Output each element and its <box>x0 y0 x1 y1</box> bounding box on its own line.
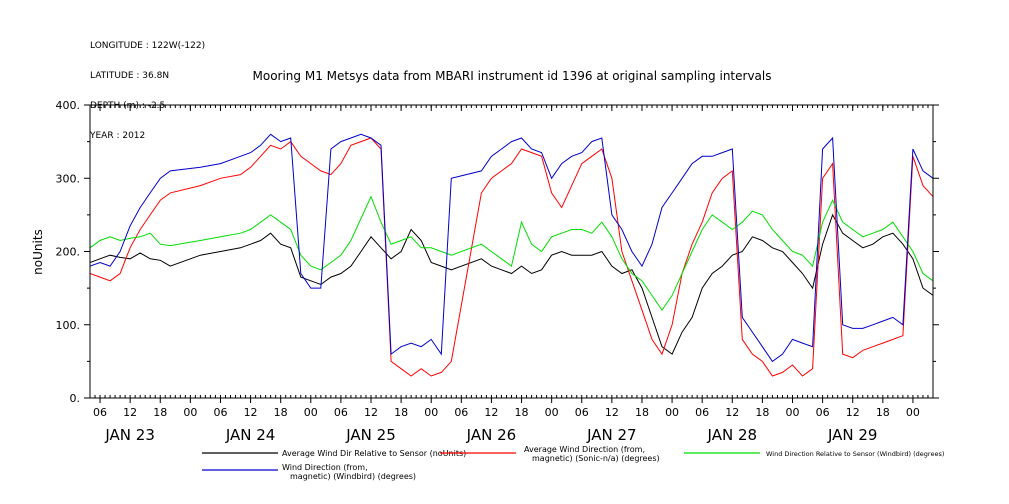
x-tick-label: 06 <box>575 406 589 419</box>
day-label: JAN 29 <box>827 426 878 444</box>
x-tick-label: 18 <box>515 406 529 419</box>
y-tick-label: 200. <box>56 246 81 259</box>
legend-label: Wind Direction Relative to Sensor (Windb… <box>766 450 944 458</box>
plot-frame <box>89 104 934 399</box>
x-tick-label: 00 <box>304 406 318 419</box>
y-tick-label: 300. <box>56 172 81 185</box>
x-tick-label: 12 <box>123 406 137 419</box>
series-line-2 <box>90 137 933 377</box>
x-tick-label: 00 <box>183 406 197 419</box>
y-axis-label: noUnits <box>31 229 45 275</box>
y-tick-label: 0. <box>70 392 81 405</box>
longitude-label: LONGITUDE : 122W(-122) <box>90 41 206 51</box>
x-tick-label: 06 <box>213 406 227 419</box>
x-tick-label: 06 <box>816 406 830 419</box>
x-tick-label: 00 <box>545 406 559 419</box>
x-tick-label: 00 <box>786 406 800 419</box>
series-line-1 <box>90 213 933 355</box>
day-label: JAN 27 <box>586 426 637 444</box>
x-tick-label: 18 <box>394 406 408 419</box>
x-tick-label: 00 <box>424 406 438 419</box>
x-tick-label: 06 <box>93 406 107 419</box>
x-tick-label: 12 <box>244 406 258 419</box>
chart-title: Mooring M1 Metsys data from MBARI instru… <box>253 69 772 83</box>
x-tick-label: 18 <box>274 406 288 419</box>
x-tick-label: 18 <box>755 406 769 419</box>
day-label: JAN 25 <box>345 426 396 444</box>
day-label: JAN 26 <box>466 426 517 444</box>
x-tick-label: 18 <box>635 406 649 419</box>
x-tick-label: 06 <box>334 406 348 419</box>
series-line-3 <box>90 195 933 311</box>
x-tick-label: 12 <box>364 406 378 419</box>
x-tick-label: 00 <box>906 406 920 419</box>
x-tick-label: 06 <box>695 406 709 419</box>
y-tick-label: 400. <box>56 99 81 112</box>
legend-label: Average Wind Dir Relative to Sensor (noU… <box>282 449 466 458</box>
x-tick-label: 12 <box>725 406 739 419</box>
x-tick-label: 18 <box>876 406 890 419</box>
y-tick-label: 100. <box>56 319 81 332</box>
year-label: YEAR : 2012 <box>90 131 146 141</box>
series-line-4 <box>90 133 933 363</box>
latitude-label: LATITUDE : 36.8N <box>90 71 170 81</box>
day-label: JAN 28 <box>707 426 758 444</box>
day-label: JAN 23 <box>104 426 155 444</box>
x-tick-label: 00 <box>665 406 679 419</box>
x-tick-label: 18 <box>153 406 167 419</box>
x-tick-label: 12 <box>484 406 498 419</box>
x-tick-label: 12 <box>605 406 619 419</box>
legend-label: Average Wind Direction (from, magnetic) (… <box>524 445 660 463</box>
day-label: JAN 24 <box>225 426 276 444</box>
legend-label: Wind Direction (from, magnetic) (Windbird… <box>282 463 416 481</box>
x-tick-label: 12 <box>846 406 860 419</box>
x-tick-label: 06 <box>454 406 468 419</box>
